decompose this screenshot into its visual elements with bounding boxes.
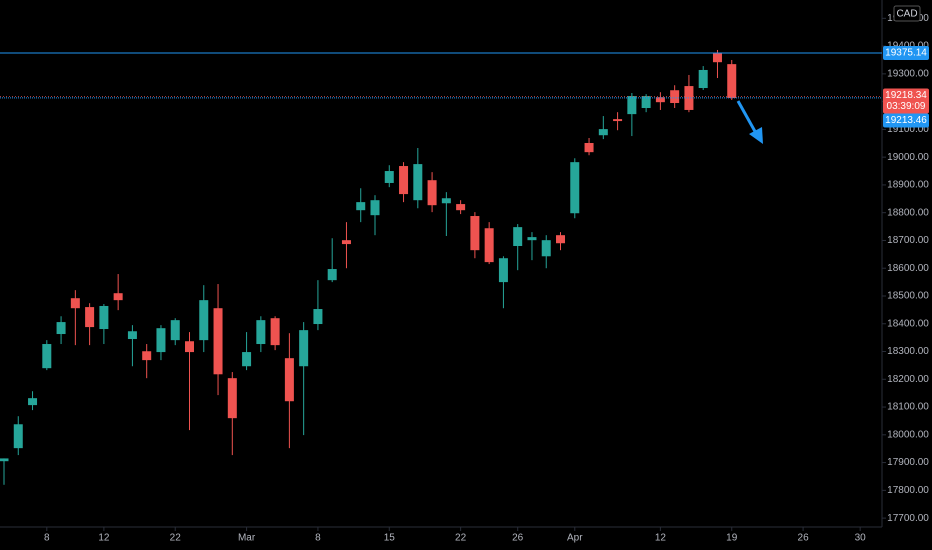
x-tick-label: 19: [726, 533, 738, 544]
x-tick-label: 12: [655, 533, 667, 544]
x-tick-label: Apr: [567, 533, 583, 544]
candle-body: [484, 228, 494, 263]
y-tick-label: 18900.00: [887, 180, 929, 191]
candle-body: [513, 227, 523, 247]
candle-body: [698, 69, 708, 89]
candle-body: [541, 240, 551, 257]
support-tag: [883, 113, 929, 128]
y-tick-label: 18200.00: [887, 374, 929, 385]
candle-body: [156, 328, 166, 353]
y-tick-label: 18600.00: [887, 263, 929, 274]
candle-body: [655, 97, 665, 103]
x-tick-label: 26: [798, 533, 810, 544]
y-tick-label: 19100.00: [887, 124, 929, 135]
x-tick-label: Mar: [238, 533, 256, 544]
y-tick-label: 18700.00: [887, 235, 929, 246]
candle-body: [142, 351, 152, 361]
candle-body: [13, 424, 23, 449]
candle-body: [598, 129, 608, 136]
candle-body: [399, 166, 409, 195]
y-tick-label: 17700.00: [887, 513, 929, 524]
candle-body: [627, 96, 637, 115]
candle-body: [170, 320, 180, 341]
candle-body: [727, 64, 737, 99]
y-tick-label: 18400.00: [887, 318, 929, 329]
candle-body: [256, 320, 266, 345]
candle-body: [184, 341, 194, 353]
candle-body: [641, 96, 651, 109]
candle-body: [670, 90, 680, 104]
candle-body: [456, 204, 466, 211]
last-price-label: 19218.34: [885, 90, 927, 101]
trend-arrow: [736, 100, 763, 144]
candle-body: [427, 180, 437, 206]
candle-body: [28, 398, 38, 406]
candle-body: [56, 322, 66, 335]
x-tick-label: 22: [170, 533, 182, 544]
y-tick-label: 18000.00: [887, 429, 929, 440]
x-tick-label: 12: [98, 533, 110, 544]
support-label: 19213.46: [885, 115, 927, 126]
candle-body: [341, 240, 351, 245]
candle-body: [470, 216, 480, 251]
candle-body: [242, 352, 252, 367]
candle-body: [498, 258, 508, 283]
x-tick-label: 8: [44, 533, 50, 544]
candle-body: [556, 235, 566, 244]
candle-body: [441, 198, 451, 204]
candle-body: [99, 305, 109, 330]
candle-body: [570, 162, 580, 214]
candle-body: [213, 308, 223, 375]
y-tick-label: 19000.00: [887, 152, 929, 163]
candle-body: [227, 378, 237, 419]
x-tick-label: 8: [315, 533, 321, 544]
y-tick-label: 17900.00: [887, 457, 929, 468]
y-tick-label: 18500.00: [887, 291, 929, 302]
candle-body: [313, 309, 323, 325]
candle-body: [113, 293, 123, 301]
y-tick-label: 17800.00: [887, 485, 929, 496]
candle-body: [0, 458, 9, 462]
currency-label: CAD: [896, 9, 917, 20]
arrow-shaft: [736, 100, 759, 136]
x-tick-label: 22: [455, 533, 467, 544]
candle-body: [712, 53, 722, 63]
candle-body: [584, 142, 594, 153]
y-tick-label: 18100.00: [887, 402, 929, 413]
candle-body: [199, 300, 209, 341]
candle-body: [413, 164, 423, 201]
candle-body: [370, 200, 380, 216]
x-tick-label: 15: [384, 533, 396, 544]
candle-body: [42, 344, 52, 369]
candle-body: [284, 358, 294, 402]
candle-body: [299, 330, 309, 367]
candle-body: [527, 237, 537, 241]
candle-body: [270, 318, 280, 346]
candle-body: [384, 171, 394, 183]
y-tick-label: 18800.00: [887, 207, 929, 218]
candle-body: [327, 269, 337, 281]
candle-body: [127, 331, 137, 340]
y-tick-label: 18300.00: [887, 346, 929, 357]
candle-body: [85, 307, 95, 328]
countdown-label: 03:39:09: [887, 101, 926, 112]
candle-body: [613, 119, 623, 122]
last-price-tag: [883, 88, 929, 114]
x-tick-label: 26: [512, 533, 524, 544]
currency-box: [893, 5, 921, 22]
resistance-tag: [883, 45, 929, 60]
resistance-label: 19375.14: [885, 48, 927, 59]
x-tick-label: 30: [855, 533, 867, 544]
axes: 17700.00 17800.00 17900.00 18000.00 18100.00…: [44, 13, 929, 544]
plot: [0, 49, 882, 485]
arrow-head: [749, 127, 763, 144]
candle-body: [70, 298, 80, 309]
candle-body: [356, 202, 366, 211]
y-tick-label: 19300.00: [887, 68, 929, 79]
